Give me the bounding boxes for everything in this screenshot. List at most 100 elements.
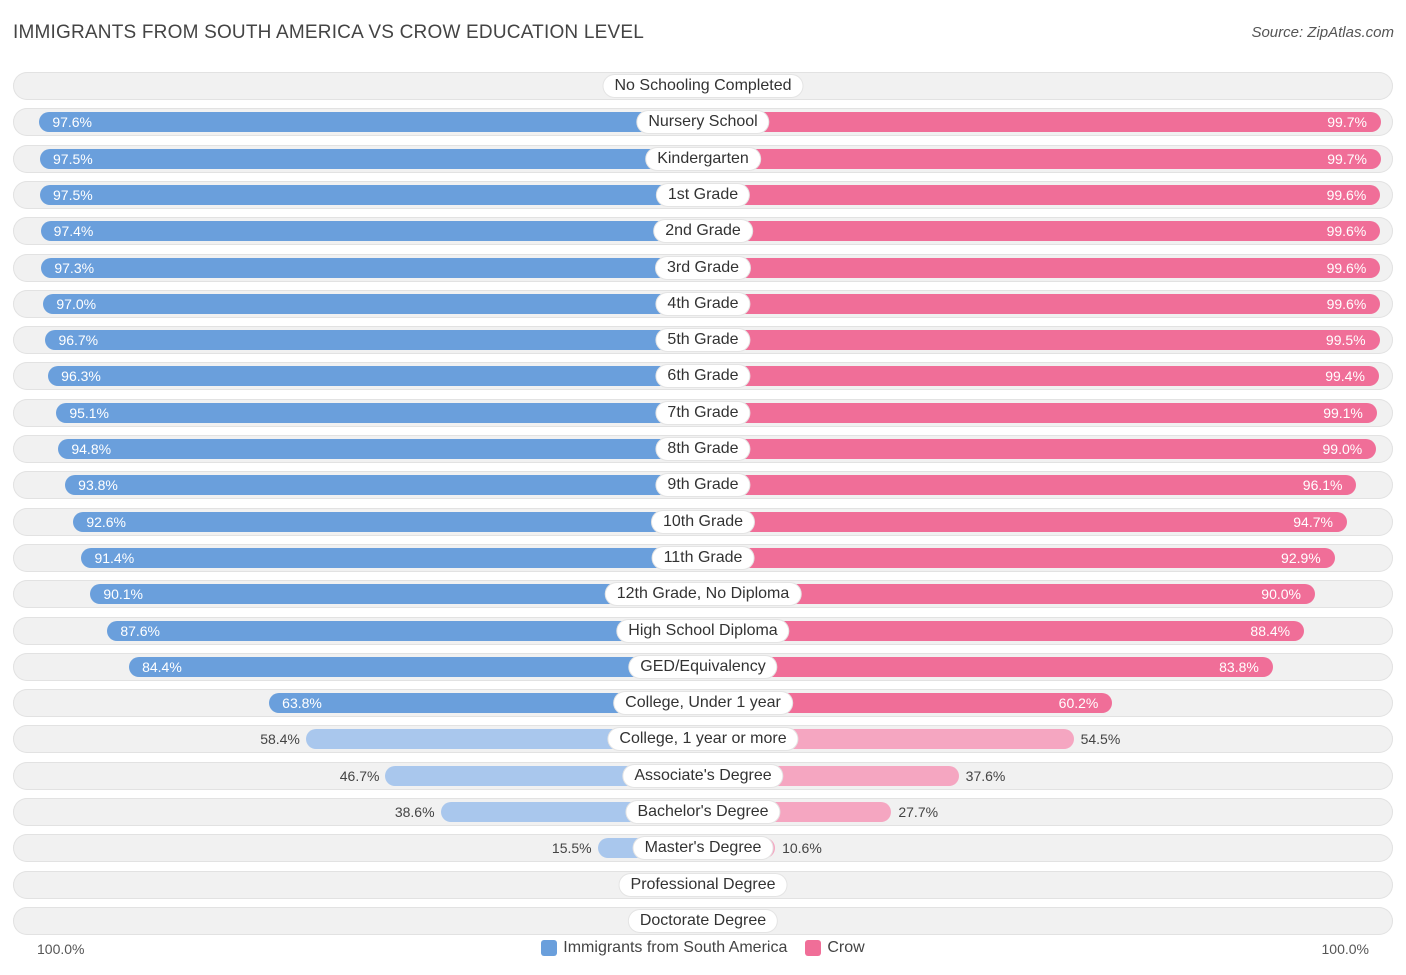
bar-crow[interactable]: [703, 548, 1335, 568]
value-label-crow: 99.7%: [1327, 114, 1367, 130]
bar-immigrants[interactable]: [40, 149, 703, 169]
legend: Immigrants from South America Crow: [0, 939, 1406, 957]
bar-immigrants[interactable]: [65, 475, 703, 495]
legend-label-crow: Crow: [827, 939, 865, 956]
value-label-immigrants: 46.7%: [339, 768, 380, 784]
category-label: 4th Grade: [656, 293, 750, 315]
bar-crow[interactable]: [703, 475, 1357, 495]
bar-immigrants[interactable]: [107, 621, 703, 641]
value-label-crow: 99.5%: [1325, 332, 1366, 348]
chart-row: 97.6% 99.7% Nursery School: [13, 108, 1393, 136]
bar-crow[interactable]: [703, 621, 1305, 641]
value-label-crow: 94.7%: [1293, 514, 1333, 530]
bar-crow[interactable]: [703, 221, 1381, 241]
bar-immigrants[interactable]: [81, 548, 703, 568]
value-label-crow: 90.0%: [1261, 586, 1301, 602]
bar-immigrants[interactable]: [40, 185, 703, 205]
bar-immigrants[interactable]: [39, 112, 703, 132]
chart-row: 46.7% 37.6% Associate's Degree: [13, 762, 1393, 790]
legend-item-immigrants[interactable]: Immigrants from South America: [541, 939, 787, 957]
bar-crow[interactable]: [703, 512, 1347, 532]
value-label-immigrants: 93.8%: [78, 477, 118, 493]
category-label: No Schooling Completed: [603, 75, 803, 97]
bar-immigrants[interactable]: [90, 584, 703, 604]
bar-immigrants[interactable]: [58, 439, 703, 459]
value-label-crow: 99.6%: [1326, 187, 1367, 203]
value-label-immigrants: 97.3%: [54, 260, 95, 276]
value-label-crow: 99.4%: [1325, 368, 1365, 384]
bar-immigrants[interactable]: [129, 657, 703, 677]
bar-crow[interactable]: [703, 294, 1381, 314]
bar-immigrants[interactable]: [48, 366, 703, 386]
category-label: Associate's Degree: [623, 765, 783, 787]
legend-item-crow[interactable]: Crow: [805, 939, 865, 957]
category-label: High School Diploma: [617, 620, 789, 642]
chart-row: 93.8% 96.1% 9th Grade: [13, 471, 1393, 499]
legend-swatch-blue: [541, 940, 558, 956]
value-label-immigrants: 96.7%: [58, 332, 99, 348]
value-label-immigrants: 92.6%: [86, 514, 127, 530]
bar-crow[interactable]: [703, 657, 1273, 677]
bar-immigrants[interactable]: [43, 294, 703, 314]
bar-crow[interactable]: [703, 258, 1381, 278]
category-label: Bachelor's Degree: [626, 801, 780, 823]
category-label: College, 1 year or more: [608, 728, 798, 750]
chart-row: 97.5% 99.6% 1st Grade: [13, 181, 1393, 209]
value-label-immigrants: 97.6%: [52, 114, 93, 130]
value-label-immigrants: 91.4%: [94, 550, 135, 566]
value-label-immigrants: 96.3%: [61, 368, 101, 384]
value-label-immigrants: 94.8%: [71, 441, 112, 457]
category-label: College, Under 1 year: [614, 692, 792, 714]
chart-row: 94.8% 99.0% 8th Grade: [13, 435, 1393, 463]
bar-crow[interactable]: [703, 693, 1113, 713]
category-label: 10th Grade: [651, 511, 755, 533]
chart-row: 87.6% 88.4% High School Diploma: [13, 617, 1393, 645]
category-label: 6th Grade: [656, 365, 750, 387]
bar-immigrants[interactable]: [269, 693, 703, 713]
category-label: Doctorate Degree: [628, 910, 778, 932]
chart-row: 91.4% 92.9% 11th Grade: [13, 544, 1393, 572]
bar-crow[interactable]: [703, 366, 1379, 386]
category-label: Nursery School: [637, 111, 769, 133]
bar-immigrants[interactable]: [56, 403, 703, 423]
chart-row: 96.3% 99.4% 6th Grade: [13, 362, 1393, 390]
chart-row: 90.1% 90.0% 12th Grade, No Diploma: [13, 580, 1393, 608]
bar-crow[interactable]: [703, 403, 1377, 423]
category-label: 2nd Grade: [654, 220, 752, 242]
bar-immigrants[interactable]: [40, 221, 703, 241]
value-label-crow: 54.5%: [1080, 731, 1121, 747]
value-label-crow: 99.6%: [1326, 296, 1367, 312]
value-label-crow: 99.0%: [1322, 441, 1363, 457]
chart-row: 97.3% 99.6% 3rd Grade: [13, 254, 1393, 282]
axis-right-label: 100.0%: [1321, 941, 1369, 957]
bar-crow[interactable]: [703, 330, 1380, 350]
category-label: Master's Degree: [633, 837, 773, 859]
bar-crow[interactable]: [703, 185, 1381, 205]
chart-row: 97.0% 99.6% 4th Grade: [13, 290, 1393, 318]
bar-crow[interactable]: [703, 149, 1381, 169]
chart-row: 92.6% 94.7% 10th Grade: [13, 508, 1393, 536]
value-label-immigrants: 63.8%: [282, 695, 322, 711]
bar-immigrants[interactable]: [45, 330, 703, 350]
chart-row: 1.8%1.5%Doctorate Degree: [13, 907, 1393, 935]
chart-row: 95.1% 99.1% 7th Grade: [13, 399, 1393, 427]
bar-immigrants[interactable]: [41, 258, 703, 278]
bar-crow[interactable]: [703, 584, 1315, 604]
category-label: 12th Grade, No Diploma: [605, 583, 801, 605]
value-label-crow: 99.1%: [1323, 405, 1363, 421]
value-label-immigrants: 95.1%: [69, 405, 110, 421]
value-label-crow: 88.4%: [1250, 623, 1291, 639]
value-label-immigrants: 58.4%: [260, 731, 300, 747]
value-label-immigrants: 97.5%: [53, 187, 93, 203]
value-label-immigrants: 90.1%: [103, 586, 144, 602]
chart-row: 2.5%1.6%No Schooling Completed: [13, 72, 1393, 100]
category-label: GED/Equivalency: [629, 656, 777, 678]
bar-immigrants[interactable]: [73, 512, 703, 532]
bar-crow[interactable]: [703, 112, 1381, 132]
category-label: Kindergarten: [646, 148, 760, 170]
bar-crow[interactable]: [703, 439, 1377, 459]
bar-immigrants[interactable]: [305, 729, 703, 749]
source-label: Source: ZipAtlas.com: [1251, 24, 1394, 41]
category-label: 1st Grade: [656, 184, 750, 206]
